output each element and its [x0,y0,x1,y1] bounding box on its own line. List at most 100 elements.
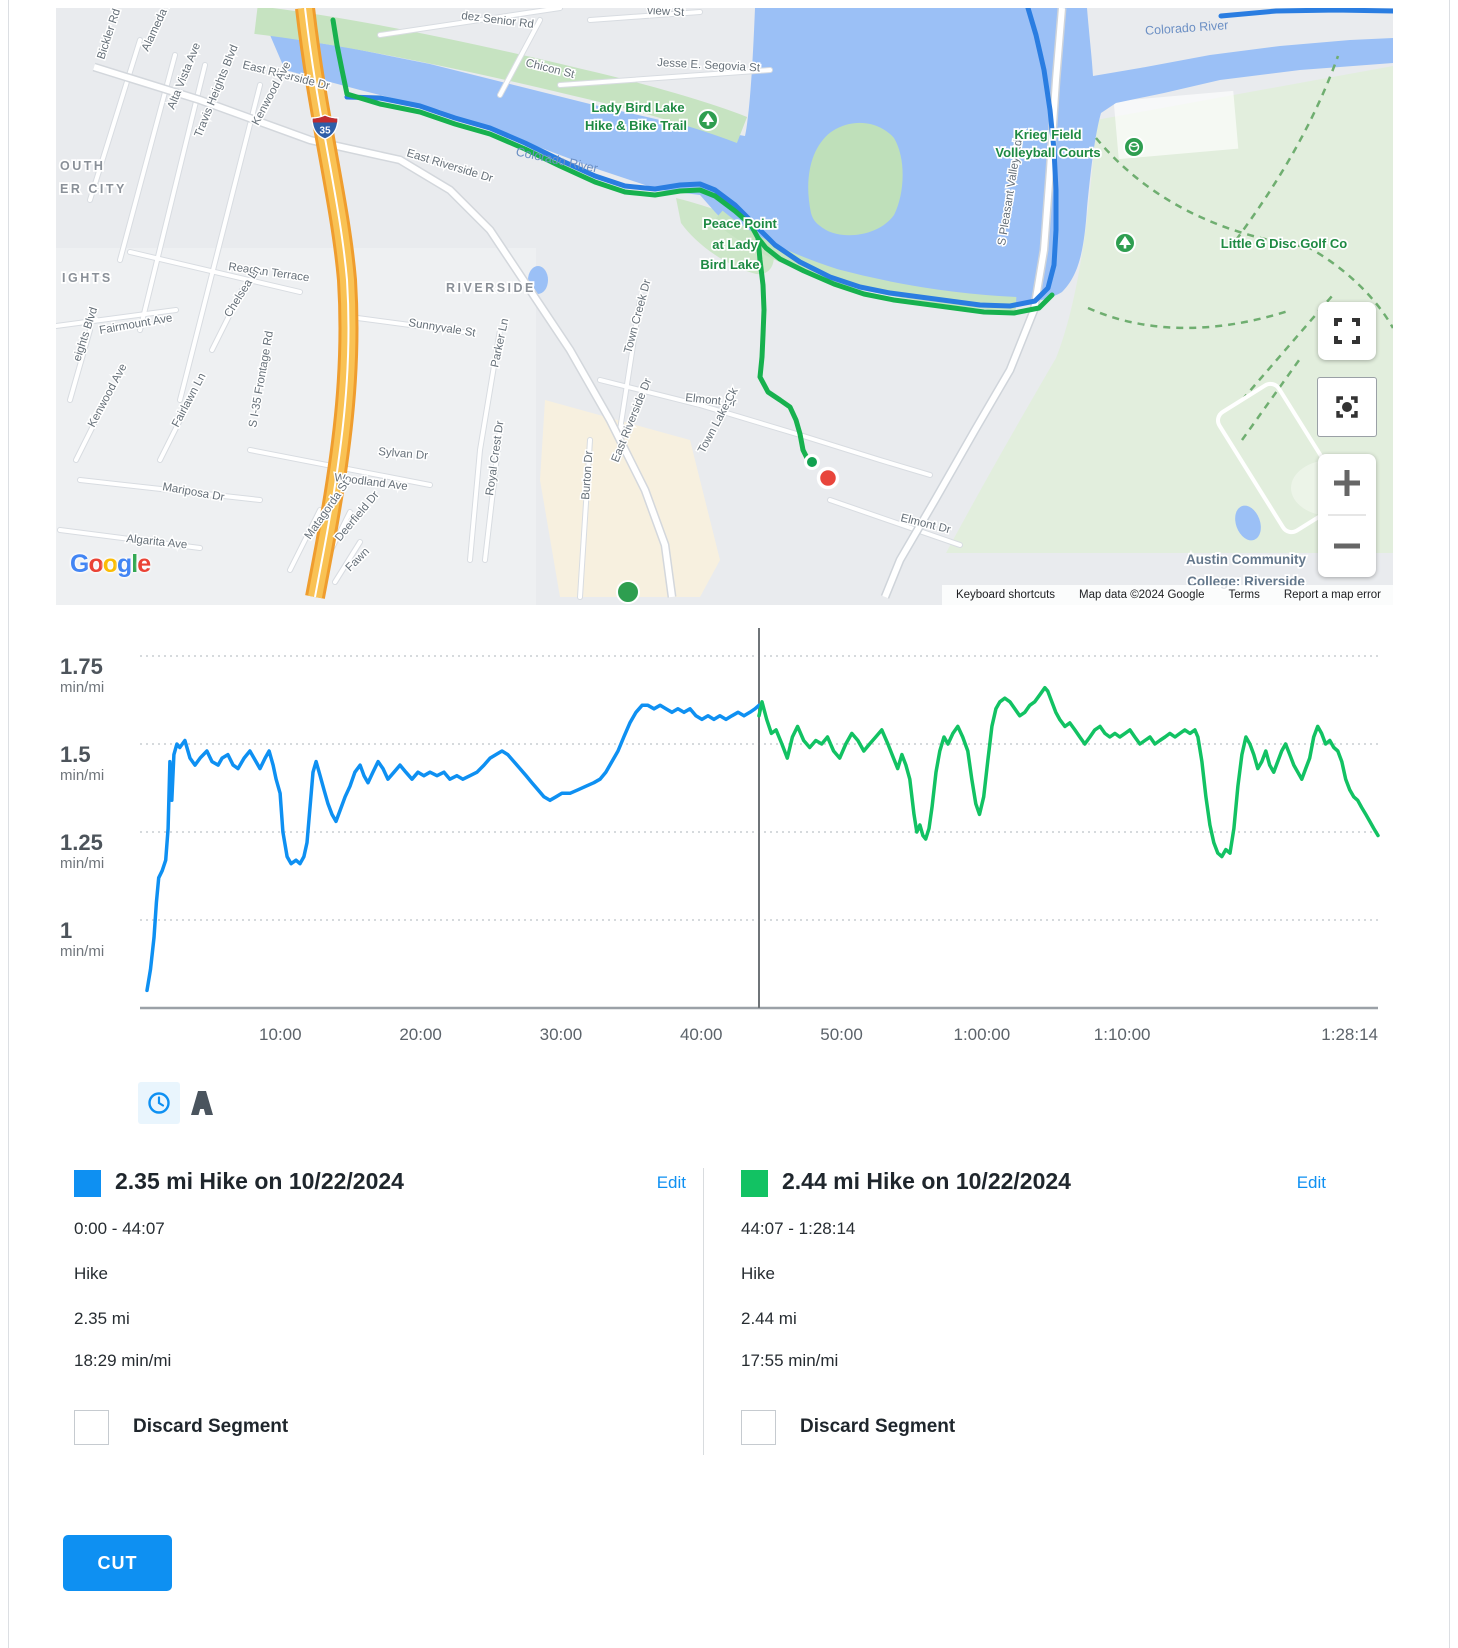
route-segment-1-blue [344,8,1059,309]
attribution-link[interactable]: Report a map error [1283,589,1381,601]
segment-activity-type: Hike [74,1264,109,1283]
map-attribution: Keyboard shortcuts Map data ©2024 Google T… [941,585,1393,605]
x-axis-tick-label: 20:00 [399,1025,442,1044]
center-route-button[interactable] [1318,378,1376,436]
street-label: Burton Dr [580,450,595,500]
google-logo[interactable]: Google [70,550,151,579]
map-park-peace-point [676,198,774,275]
map-volleyball-courts [1113,90,1239,160]
route-end-marker[interactable] [816,466,840,490]
tree-pin-icon-2[interactable] [1114,232,1136,254]
segment-time-range: 0:00 - 44:07 [74,1219,165,1238]
segment-pace: 17:55 min/mi [741,1351,839,1370]
area-label: IGHTS [62,271,113,285]
page-left-border [8,0,9,1648]
tree-pin-icon[interactable] [697,109,719,131]
poi-pin-bottom-edge[interactable] [616,580,640,604]
segment-edit-link[interactable]: Edit [656,1173,686,1192]
map-park-south-shore [713,210,1017,311]
google-logo-letter: o [88,550,103,578]
y-axis-tick-unit: min/mi [60,943,104,960]
x-axis-tick-label: 10:00 [259,1025,302,1044]
attribution-link[interactable]: Terms [1228,589,1260,601]
x-axis-tick-label: 40:00 [680,1025,723,1044]
fullscreen-icon [1334,318,1360,344]
poi-label: Hike & Bike Trail [585,118,687,133]
volleyball-pin-icon[interactable] [1123,136,1145,158]
poi-label: Lady Bird Lake [591,100,684,115]
y-axis-tick-value: 1.5 [60,742,91,767]
clock-icon [148,1092,170,1114]
school-label: Austin Community [1186,552,1306,567]
google-logo-letter: e [137,550,151,578]
google-logo-letter: G [70,550,89,578]
route-map[interactable]: 35 Bickler Rd Alameda Dr East Riverside Dr… [56,8,1393,605]
map-highway-i35-median [304,8,350,598]
attribution-link[interactable]: Map data ©2024 Google [1079,589,1205,601]
route-segment-2-green-shore [755,235,1055,316]
discard-segment-label: Discard Segment [800,1416,956,1437]
segment-distance: 2.35 mi [74,1309,130,1328]
center-route-icon [1336,396,1358,418]
google-logo-letter: o [102,550,118,578]
map-park-krieg [946,66,1393,553]
map-residential-area [56,248,536,605]
x-axis-distance-toggle[interactable] [187,1087,217,1119]
map-park-north-bank [254,8,748,144]
poi-label: Peace Point [703,216,777,231]
fullscreen-button[interactable] [1318,302,1376,360]
segment-cards-divider [703,1168,704,1455]
x-axis-time-toggle[interactable] [138,1082,180,1124]
segment-time-range: 44:07 - 1:28:14 [741,1219,856,1238]
y-axis-tick-unit: min/mi [60,679,104,696]
route-segment-2-green [330,17,815,466]
google-logo-letter: g [117,550,132,578]
attribution-link[interactable]: Keyboard shortcuts [955,589,1056,601]
street-label: Sylvan Dr [378,446,429,462]
split-point-marker[interactable] [804,454,820,470]
area-label: RIVERSIDE [446,281,536,295]
pace-series-1 [145,703,761,993]
map-minor-roads [56,8,962,599]
map-trails [1087,55,1393,441]
segment-color-swatch [741,1170,768,1197]
segment-color-swatch [74,1170,101,1197]
svg-text:35: 35 [319,126,331,137]
map-pond-2 [1235,505,1261,541]
discard-segment-label: Discard Segment [133,1416,289,1437]
y-axis-tick-value: 1 [60,918,72,943]
page-right-border [1449,0,1450,1648]
discard-segment-checkbox[interactable] [741,1410,776,1445]
x-axis-tick-label: 1:10:00 [1094,1025,1151,1044]
segment-pace: 18:29 min/mi [74,1351,172,1370]
street-label: Elmont Dr [685,392,737,409]
poi-label: Bird Lake [700,257,759,272]
segment-title: 2.35 mi Hike on 10/22/2024 [115,1168,404,1194]
area-label: OUTH [60,159,105,173]
zoom-in-button[interactable] [1334,470,1360,496]
poi-label: Volleyball Courts [995,145,1100,160]
pace-series-2 [757,685,1380,859]
interstate-35-shield-icon: 35 [311,114,339,140]
segment-distance: 2.44 mi [741,1309,797,1328]
x-axis-tick-label: 50:00 [820,1025,863,1044]
segment-activity-type: Hike [741,1264,776,1283]
discard-segment-checkbox[interactable] [74,1410,109,1445]
area-label: ER CITY [60,182,127,196]
zoom-control [1318,454,1376,577]
google-logo-letter: l [131,550,138,578]
y-axis-tick-unit: min/mi [60,855,104,872]
x-axis-tick-label: 1:28:14 [1321,1025,1378,1044]
route-segment-1-blue-north-shore [1218,8,1393,19]
street-label: view St [647,8,685,19]
x-axis-tick-label: 1:00:00 [953,1025,1010,1044]
segment-title: 2.44 mi Hike on 10/22/2024 [782,1168,1071,1194]
x-axis-tick-label: 30:00 [540,1025,583,1044]
poi-label: at Lady [712,237,758,252]
cut-button[interactable]: CUT [63,1535,172,1591]
segment-edit-link[interactable]: Edit [1296,1173,1326,1192]
y-axis-tick-value: 1.25 [60,830,103,855]
pace-chart[interactable]: 1.75min/mi1.5min/mi1.25min/mi1min/mi10:0… [0,610,1458,1070]
